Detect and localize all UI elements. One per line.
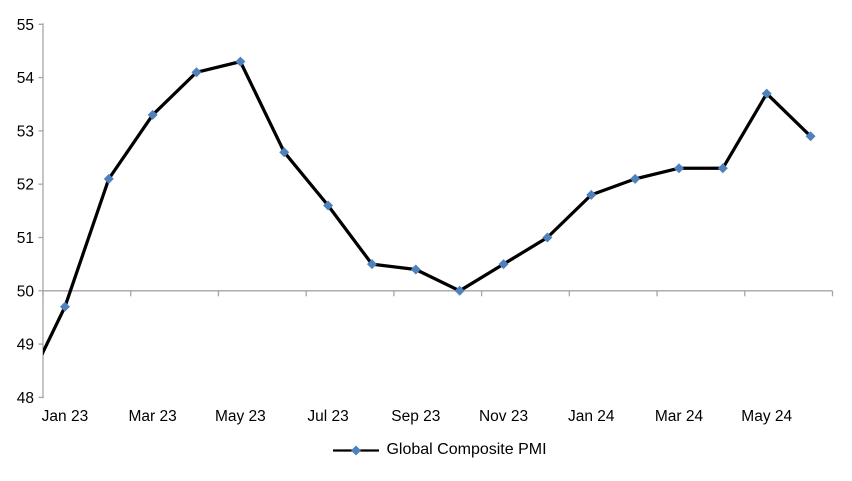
data-point-marker-Oct-23	[454, 285, 465, 296]
data-point-marker-Jun-23	[279, 147, 290, 158]
data-point-marker-Jun-24	[805, 131, 816, 142]
x-axis-tick-label: Sep 23	[391, 408, 440, 425]
data-point-marker-May-24	[761, 88, 772, 99]
y-axis-tick-label: 54	[17, 70, 35, 87]
data-point-marker-Sep-23	[410, 264, 421, 275]
y-axis-tick-label: 55	[17, 17, 34, 34]
chart-plot-area: 48 49 50 51 52 53 54 55 Jan 23 Mar 23 May 23 Jul 23…	[17, 17, 834, 425]
data-point-marker-Nov-23	[498, 259, 509, 270]
y-axis-tick-label: 49	[17, 337, 34, 354]
data-point-marker-Jan-24	[586, 189, 597, 200]
y-axis-tick-label: 53	[17, 123, 34, 140]
chart-legend: Global Composite PMI	[14, 441, 852, 459]
data-point-marker-Jul-23	[323, 200, 334, 211]
data-point-marker-Mar-24	[673, 163, 684, 174]
x-axis-tick-label: Jan 24	[568, 408, 615, 425]
x-axis-tick-label: Mar 24	[655, 408, 704, 425]
data-point-marker-Apr-24	[717, 163, 728, 174]
y-axis-tick-label: 50	[17, 283, 35, 300]
data-point-marker-Mar-23	[147, 109, 158, 120]
x-axis-tick-label: May 24	[741, 408, 792, 425]
data-point-marker-Aug-23	[366, 259, 377, 270]
series-line-global-composite-pmi	[43, 59, 812, 356]
x-axis-tick-label: Nov 23	[479, 408, 528, 425]
data-point-marker-Feb-24	[630, 173, 641, 184]
y-axis-tick-label: 52	[17, 177, 34, 194]
data-point-marker-May-23	[235, 56, 246, 67]
y-axis-tick-label: 51	[17, 230, 34, 247]
legend-line-marker-icon	[333, 445, 380, 455]
x-axis-tick-label: May 23	[215, 408, 266, 425]
y-axis-tick-label: 48	[17, 390, 34, 407]
x-axis-tick-label: Jan 23	[42, 408, 89, 425]
legend-label: Global Composite PMI	[386, 441, 547, 458]
x-axis-tick-label: Mar 23	[129, 408, 177, 425]
x-axis-tick-label: Jul 23	[307, 408, 348, 425]
data-point-marker-Dec-23	[542, 232, 553, 243]
data-point-marker-Feb-23	[103, 173, 114, 184]
data-point-marker-Jan-23	[59, 301, 70, 312]
data-point-marker-Apr-23	[191, 67, 202, 78]
